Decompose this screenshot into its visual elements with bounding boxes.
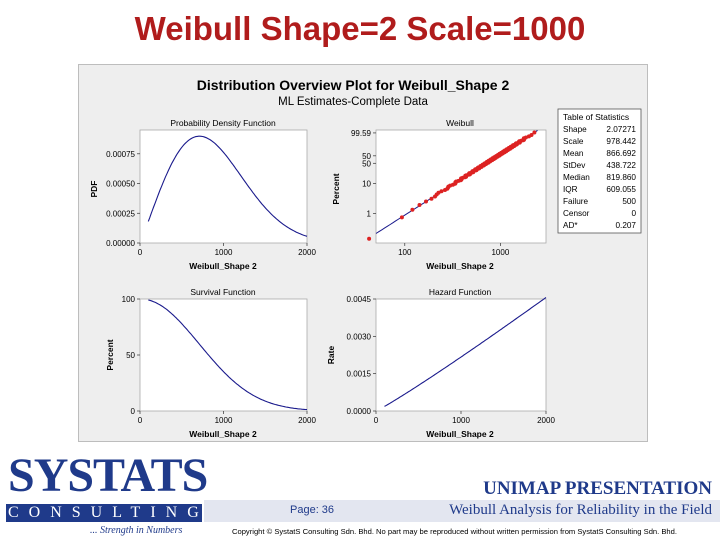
plot-survival-curve xyxy=(148,299,308,411)
stats-value-6: 500 xyxy=(622,197,636,206)
stats-label-7: Censor xyxy=(563,209,590,218)
weibull-point xyxy=(436,190,441,195)
plot-survival-ytick-2: 100 xyxy=(122,295,136,304)
weibull-y-label: Percent xyxy=(331,173,341,204)
pdf-y-label: PDF xyxy=(89,181,99,198)
weibull-ytick-0: 1 xyxy=(367,210,372,219)
weibull-point xyxy=(410,207,415,212)
plot-survival-xtick-1: 1000 xyxy=(215,416,233,425)
hazard-y-label: Rate xyxy=(326,346,336,365)
stats-value-5: 609.055 xyxy=(606,185,636,194)
stats-table-title: Table of Statistics xyxy=(563,112,629,122)
plot-hazard-ytick-2: 0.0030 xyxy=(347,332,372,341)
stats-label-0: Shape xyxy=(563,125,587,134)
weibull-ytick-2: 50 xyxy=(362,159,371,168)
stats-label-6: Failure xyxy=(563,197,588,206)
stats-label-8: AD* xyxy=(563,221,578,230)
stats-table-rows: Shape 2.07271 Scale 978.442 Mean 866.692 StDev… xyxy=(563,125,636,230)
plot-pdf-xtick-1: 1000 xyxy=(215,248,233,257)
stats-value-1: 978.442 xyxy=(606,137,636,146)
weibull-ytick-1: 10 xyxy=(362,179,371,188)
copyright-notice: Copyright © SystatS Consulting Sdn. Bhd.… xyxy=(232,527,677,536)
plot-pdf-ytick-1: 0.00025 xyxy=(106,209,135,218)
plot-hazard-xtick-2: 2000 xyxy=(537,416,555,425)
survival-x-label: Weibull_Shape 2 xyxy=(189,429,257,439)
weibull-plot-area xyxy=(375,129,547,244)
weibull-ytick-4: 99.59 xyxy=(351,129,372,138)
footer-bar xyxy=(204,500,720,522)
weibull-xtick-1: 1000 xyxy=(491,248,509,257)
brand-label: UNIMAP PRESENTATION xyxy=(483,478,712,499)
plot-pdf-xtick-0: 0 xyxy=(138,248,143,257)
plot-pdf-ytick-0: 0.00000 xyxy=(106,239,135,248)
plot-hazard-curve xyxy=(384,297,547,407)
survival-plot: Survival Function Weibull_Shape 2 Percen… xyxy=(105,287,316,439)
stats-label-1: Scale xyxy=(563,137,584,146)
logo-wordmark: SYSTATS xyxy=(8,449,208,502)
stats-table-box xyxy=(557,108,642,234)
hazard-plot: Hazard Function Weibull_Shape 2 Rate 0 10… xyxy=(326,287,555,439)
weibull-point xyxy=(523,135,528,140)
stats-label-3: StDev xyxy=(563,161,586,170)
stats-value-8: 0.207 xyxy=(616,221,637,230)
weibull-point xyxy=(529,133,534,137)
footer-title: Weibull Analysis for Reliability in the … xyxy=(449,502,712,518)
survival-y-label: Percent xyxy=(105,339,115,370)
logo-tagline: ... Strength in Numbers xyxy=(90,525,183,536)
weibull-point xyxy=(532,130,537,135)
pdf-x-label: Weibull_Shape 2 xyxy=(189,261,257,271)
weibull-plot-title: Weibull xyxy=(446,118,474,128)
stats-value-0: 2.07271 xyxy=(606,125,636,134)
plot-pdf-xtick-2: 2000 xyxy=(298,248,316,257)
stats-label-2: Mean xyxy=(563,149,584,158)
pdf-plot: Probability Density Function Weibull_Sha… xyxy=(89,118,316,271)
weibull-ytick-3: 50 xyxy=(362,152,371,161)
systats-logo: SYSTATS CONSULTING ... Strength in Numbe… xyxy=(6,450,209,540)
plot-survival-ytick-0: 0 xyxy=(131,407,136,416)
plot-survival-xtick-0: 0 xyxy=(138,416,143,425)
hazard-x-label: Weibull_Shape 2 xyxy=(426,429,494,439)
pdf-plot-title: Probability Density Function xyxy=(170,118,276,128)
stats-table: Table of Statistics Shape 2.07271 Scale 978… xyxy=(557,108,642,234)
weibull-point xyxy=(429,196,434,201)
pdf-plot-area xyxy=(139,129,308,244)
hazard-plot-title: Hazard Function xyxy=(429,287,492,297)
survival-plot-title: Survival Function xyxy=(190,287,255,297)
plot-hazard-xtick-1: 1000 xyxy=(452,416,470,425)
stats-label-5: IQR xyxy=(563,185,578,194)
weibull-probability-plot: Weibull Weibull_Shape 2 Percent 100 1000 1… xyxy=(331,118,547,271)
weibull-x-label: Weibull_Shape 2 xyxy=(426,261,494,271)
plot-hazard-ytick-0: 0.0000 xyxy=(347,407,372,416)
plot-pdf-curve xyxy=(147,135,308,237)
figure-svg: Distribution Overview Plot for Weibull_S… xyxy=(89,77,642,439)
survival-plot-area xyxy=(139,298,308,412)
plot-hazard-ytick-1: 0.0015 xyxy=(347,370,372,379)
weibull-point xyxy=(417,203,422,207)
plot-survival-ytick-1: 50 xyxy=(126,351,135,360)
slide-title: Weibull Shape=2 Scale=1000 xyxy=(134,10,586,47)
weibull-xtick-0: 100 xyxy=(398,248,412,257)
weibull-point xyxy=(424,199,428,204)
logo-subtitle: CONSULTING xyxy=(8,504,209,521)
distribution-overview-figure: Distribution Overview Plot for Weibull_S… xyxy=(78,64,648,442)
figure-title: Distribution Overview Plot for Weibull_S… xyxy=(197,77,510,93)
stats-label-4: Median xyxy=(563,173,590,182)
plot-hazard-xtick-0: 0 xyxy=(374,416,379,425)
plot-pdf-ytick-3: 0.00075 xyxy=(106,150,135,159)
plot-hazard-ytick-3: 0.0045 xyxy=(347,295,372,304)
plot-survival-xtick-2: 2000 xyxy=(298,416,316,425)
weibull-point xyxy=(439,189,444,194)
page-number: Page: 36 xyxy=(290,504,335,516)
stats-value-3: 438.722 xyxy=(606,161,636,170)
figure-subtitle: ML Estimates-Complete Data xyxy=(278,96,428,108)
logo-bar xyxy=(6,504,202,522)
plot-pdf-ytick-2: 0.00050 xyxy=(106,180,135,189)
stats-value-4: 819.860 xyxy=(606,173,636,182)
stats-value-2: 866.692 xyxy=(606,149,636,158)
stats-value-7: 0 xyxy=(631,209,636,218)
weibull-point xyxy=(399,215,404,220)
weibull-point xyxy=(367,236,372,241)
